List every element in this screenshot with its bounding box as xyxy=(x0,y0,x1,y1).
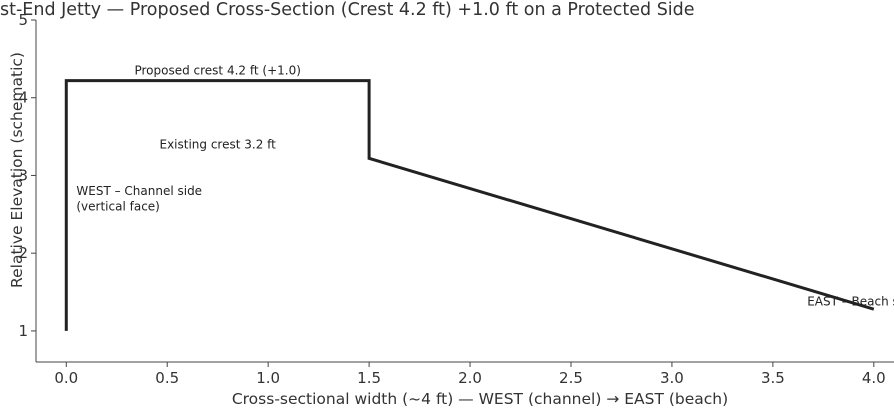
x-tick-label: 0.0 xyxy=(54,369,78,387)
y-tick-label: 1 xyxy=(18,322,28,340)
x-tick-label: 3.0 xyxy=(660,369,684,387)
x-tick-label: 4.0 xyxy=(862,369,886,387)
x-tick-label: 3.5 xyxy=(761,369,785,387)
x-tick-label: 2.5 xyxy=(559,369,583,387)
annotation-label: Existing crest 3.2 ft xyxy=(159,137,276,151)
annotations: Proposed crest 4.2 ft (+1.0) Existing cre… xyxy=(76,63,894,308)
annotation-label: (vertical face) xyxy=(76,199,159,213)
x-tick-label: 1.0 xyxy=(256,369,280,387)
chart-title: st-End Jetty — Proposed Cross-Section (C… xyxy=(0,0,695,20)
x-tick-label: 2.0 xyxy=(458,369,482,387)
annotation-label: EAST – Beach side xyxy=(807,294,894,308)
x-axis-label: Cross-sectional width (~4 ft) — WEST (ch… xyxy=(232,390,728,408)
x-tick-label: 0.5 xyxy=(155,369,179,387)
annotation-label: Proposed crest 4.2 ft (+1.0) xyxy=(134,63,300,77)
y-tick-label: 5 xyxy=(18,11,28,29)
y-axis-label: Relative Elevation (schematic) xyxy=(8,52,26,288)
x-tick-label: 1.5 xyxy=(357,369,381,387)
annotation-label: WEST – Channel side xyxy=(76,184,202,198)
series xyxy=(66,81,874,331)
profile-line xyxy=(66,81,874,331)
x-ticks: 0.0 0.5 1.0 1.5 2.0 2.5 3.0 3.5 4.0 xyxy=(54,362,885,387)
